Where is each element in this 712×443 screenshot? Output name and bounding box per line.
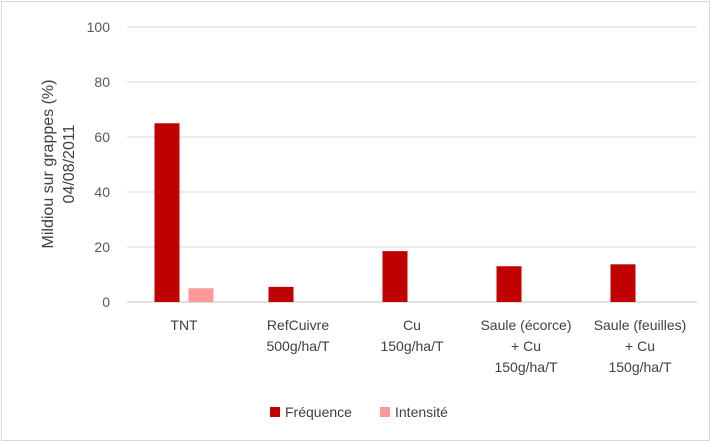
bar-frequence xyxy=(610,264,636,302)
y-axis-label: Mildiou sur grappes (%) 04/08/2011 xyxy=(40,80,78,249)
gridlines xyxy=(127,26,697,303)
legend-label: Fréquence xyxy=(285,404,352,420)
legend-label: Intensité xyxy=(395,404,448,420)
category-label: 500g/ha/T xyxy=(266,338,329,354)
category-label: Saule (feuilles) xyxy=(594,317,687,333)
bar-frequence xyxy=(382,251,408,302)
y-tick-label: 0 xyxy=(102,294,110,310)
category-label: + Cu xyxy=(511,338,541,354)
category-label: Saule (écorce) xyxy=(480,317,571,333)
category-label: TNT xyxy=(170,317,198,333)
category-label: 150g/ha/T xyxy=(608,359,671,375)
category-label: 150g/ha/T xyxy=(380,338,443,354)
category-label: + Cu xyxy=(625,338,655,354)
category-label: RefCuivre xyxy=(267,317,329,333)
bars xyxy=(154,123,636,302)
x-axis-categories: TNT RefCuivre 500g/ha/T Cu 150g/ha/T Saule (é… xyxy=(170,317,686,375)
bar-frequence xyxy=(496,266,522,302)
legend: Fréquence Intensité xyxy=(270,404,448,420)
y-axis-label-line: 04/08/2011 xyxy=(61,124,78,203)
category-label: Cu xyxy=(403,317,421,333)
bar-intensite xyxy=(188,288,214,302)
legend-swatch xyxy=(380,407,390,417)
bar-frequence xyxy=(268,286,294,302)
y-tick-label: 20 xyxy=(94,239,110,255)
y-tick-label: 80 xyxy=(94,74,110,90)
y-tick-label: 60 xyxy=(94,129,110,145)
y-tick-label: 100 xyxy=(87,19,111,35)
bar-frequence xyxy=(154,123,180,302)
legend-swatch xyxy=(270,407,280,417)
y-axis-ticks: 0 20 40 60 80 100 xyxy=(87,19,111,310)
y-tick-label: 40 xyxy=(94,184,110,200)
y-axis-label-line: Mildiou sur grappes (%) xyxy=(40,80,57,249)
category-label: 150g/ha/T xyxy=(494,359,557,375)
